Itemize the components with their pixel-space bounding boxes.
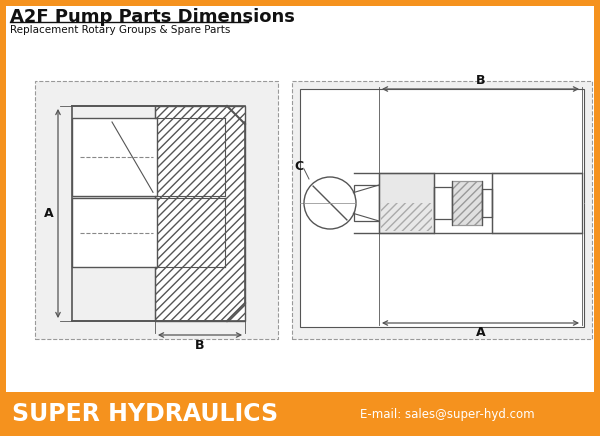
Bar: [482, 189, 492, 217]
Text: B: B: [476, 74, 485, 86]
Bar: [354, 185, 379, 221]
Bar: [452, 181, 482, 225]
Bar: [0, 0, 600, 6]
Bar: [155, 106, 245, 321]
Bar: [292, 81, 592, 339]
Bar: [0, 0, 6, 436]
Circle shape: [304, 177, 356, 229]
Text: D: D: [94, 226, 104, 239]
Text: C: C: [295, 160, 304, 174]
Bar: [72, 198, 157, 267]
Text: A: A: [476, 326, 485, 338]
Text: A: A: [44, 207, 54, 220]
Text: SUPER HYDRAULICS: SUPER HYDRAULICS: [12, 402, 278, 426]
Bar: [594, 0, 600, 436]
Bar: [72, 118, 157, 196]
Bar: [300, 89, 584, 327]
Bar: [434, 187, 452, 219]
Bar: [0, 430, 600, 436]
Bar: [35, 81, 278, 339]
Text: D: D: [532, 197, 542, 210]
Bar: [492, 173, 582, 233]
Bar: [379, 173, 434, 233]
Text: E-mail: sales@super-hyd.com: E-mail: sales@super-hyd.com: [360, 408, 535, 420]
Text: C: C: [94, 151, 103, 164]
Bar: [0, 392, 600, 436]
Text: B: B: [195, 338, 205, 351]
Bar: [381, 203, 432, 231]
Text: A2F Pump Parts Dimensions: A2F Pump Parts Dimensions: [10, 8, 295, 26]
Text: Replacement Rotary Groups & Spare Parts: Replacement Rotary Groups & Spare Parts: [10, 25, 230, 35]
